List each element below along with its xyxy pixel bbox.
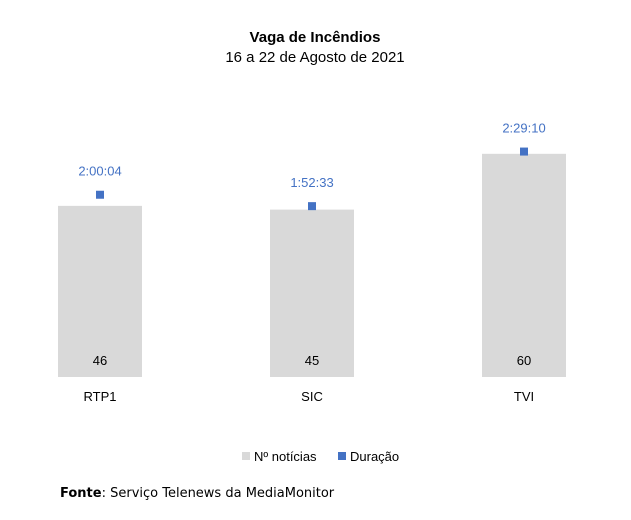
legend-duration-swatch xyxy=(338,452,346,460)
markers-layer: 2:00:04 1:52:33 2:29:10 xyxy=(78,121,546,211)
x-axis-ticks: RTP1 SIC TVI xyxy=(84,389,535,404)
bar-rtp1 xyxy=(58,205,142,377)
duration-marker-tvi xyxy=(520,147,528,156)
bar-sic xyxy=(270,209,354,377)
legend: Nº notícias Duração xyxy=(242,449,399,464)
x-tick-rtp1: RTP1 xyxy=(84,389,117,404)
duration-label-rtp1: 2:00:04 xyxy=(78,164,121,179)
duration-marker-sic xyxy=(308,202,316,211)
x-tick-sic: SIC xyxy=(301,389,323,404)
legend-duration-label: Duração xyxy=(350,449,399,464)
chart-subtitle: 16 a 22 de Agosto de 2021 xyxy=(225,49,404,66)
duration-label-sic: 1:52:33 xyxy=(290,175,333,190)
source-label: Fonte xyxy=(60,486,102,501)
legend-news-count-swatch xyxy=(242,452,250,460)
duration-label-tvi: 2:29:10 xyxy=(502,121,545,136)
x-tick-tvi: TVI xyxy=(514,389,534,404)
source-note: Fonte: Serviço Telenews da MediaMonitor xyxy=(60,486,335,501)
legend-news-count-label: Nº notícias xyxy=(254,449,317,464)
chart-title: Vaga de Incêndios xyxy=(250,29,381,46)
source-text: Serviço Telenews da MediaMonitor xyxy=(110,486,335,501)
bar-tvi xyxy=(482,153,566,377)
bar-label-sic: 45 xyxy=(305,353,319,368)
bars-layer: 46 45 60 xyxy=(58,153,566,377)
bar-label-rtp1: 46 xyxy=(93,353,107,368)
duration-marker-rtp1 xyxy=(96,190,104,199)
bar-label-tvi: 60 xyxy=(517,353,531,368)
